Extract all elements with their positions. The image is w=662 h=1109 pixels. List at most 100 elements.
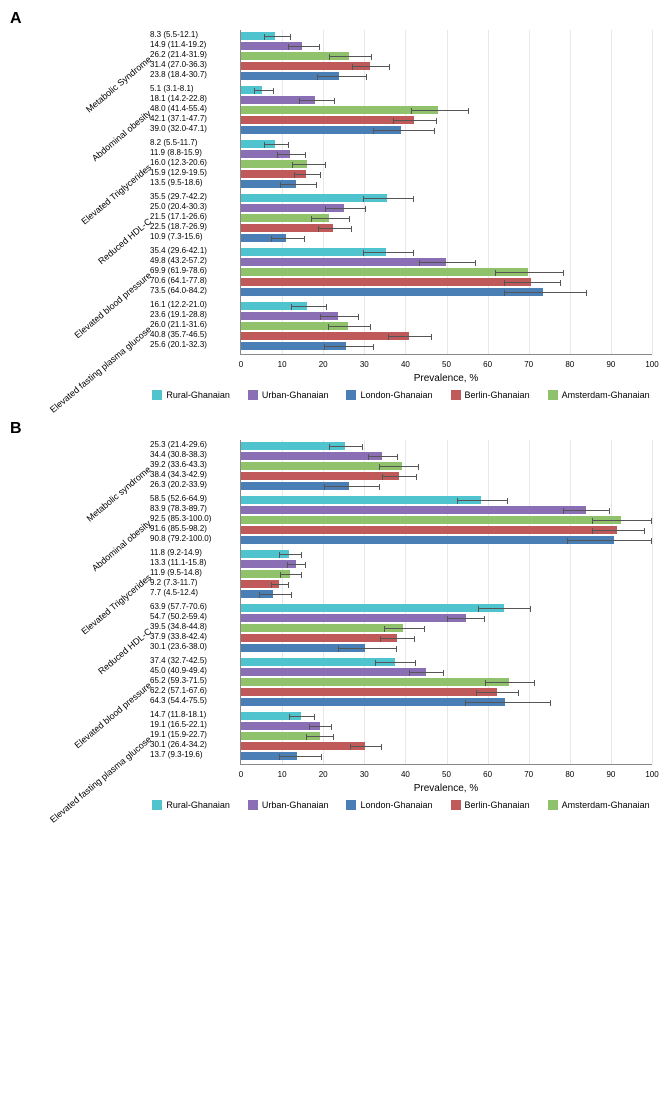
error-bar <box>419 262 477 263</box>
legend-item: Berlin-Ghanaian <box>451 390 530 400</box>
legend-item: Rural-Ghanaian <box>152 800 230 810</box>
category-label: Metabolic Syndrome <box>84 54 153 114</box>
data-text: 73.5 (64.0-84.2) <box>150 287 240 297</box>
error-bar <box>311 218 350 219</box>
data-text: 10.9 (7.3-15.6) <box>150 233 240 243</box>
error-bar <box>324 346 374 347</box>
category-label: Reduced HDL-C <box>96 626 153 676</box>
x-tick: 40 <box>401 360 410 369</box>
legend-text: Urban-Ghanaian <box>262 800 329 810</box>
bar <box>241 688 497 696</box>
data-text: 25.6 (20.1-32.3) <box>150 341 240 351</box>
x-tick: 90 <box>606 770 615 779</box>
bar <box>241 536 614 544</box>
error-bar <box>259 594 291 595</box>
category-label: Reduced HDL-C <box>96 216 153 266</box>
bar <box>241 116 414 124</box>
x-tick: 90 <box>606 360 615 369</box>
bar <box>241 278 531 286</box>
error-bar <box>411 110 469 111</box>
legend-swatch <box>248 390 258 400</box>
error-bar <box>271 238 305 239</box>
panel-A: AMetabolic SyndromeAbdominal obesityElev… <box>10 10 652 400</box>
error-bar <box>363 252 414 253</box>
x-tick: 10 <box>278 360 287 369</box>
category-label: Elevated Triglycerides <box>79 572 153 636</box>
bar <box>241 332 409 340</box>
x-tick: 0 <box>239 770 243 779</box>
x-tick: 0 <box>239 360 243 369</box>
error-bar <box>318 228 352 229</box>
category-label: Elevated fasting plasma glucose <box>48 734 153 825</box>
legend-item: Amsterdam-Ghanaian <box>548 390 650 400</box>
chart-plot: 0102030405060708090100 <box>240 30 652 355</box>
x-tick: 80 <box>565 360 574 369</box>
bar <box>241 624 403 632</box>
x-tick: 30 <box>360 360 369 369</box>
legend-item: Berlin-Ghanaian <box>451 800 530 810</box>
error-bar <box>382 476 417 477</box>
bar <box>241 742 365 750</box>
legend: Rural-GhanaianUrban-GhanaianLondon-Ghana… <box>150 390 652 400</box>
bar <box>241 462 402 470</box>
legend-swatch <box>152 800 162 810</box>
error-bar <box>264 144 289 145</box>
legend-text: London-Ghanaian <box>360 800 432 810</box>
error-bar <box>447 618 485 619</box>
x-tick: 100 <box>645 360 658 369</box>
legend-swatch <box>451 390 461 400</box>
error-bar <box>495 272 564 273</box>
legend-swatch <box>451 800 461 810</box>
bar <box>241 678 509 686</box>
panel-label: B <box>10 420 652 438</box>
category-label: Abdominal obesity <box>90 108 153 163</box>
error-bar <box>504 282 560 283</box>
error-bar <box>478 608 531 609</box>
error-bar <box>504 292 587 293</box>
error-bar <box>592 520 652 521</box>
legend-swatch <box>548 800 558 810</box>
error-bar <box>476 692 519 693</box>
data-text: 7.7 (4.5-12.4) <box>150 589 240 599</box>
x-tick: 70 <box>524 360 533 369</box>
bar <box>241 288 543 296</box>
error-bar <box>393 120 437 121</box>
legend-item: London-Ghanaian <box>346 390 432 400</box>
error-bar <box>329 56 372 57</box>
error-bar <box>563 510 610 511</box>
data-text: 26.3 (20.2-33.9) <box>150 481 240 491</box>
legend-swatch <box>248 800 258 810</box>
data-text: 64.3 (54.4-75.5) <box>150 697 240 707</box>
error-bar <box>328 326 371 327</box>
x-tick: 30 <box>360 770 369 779</box>
legend-swatch <box>346 390 356 400</box>
bar <box>241 268 528 276</box>
category-label: Abdominal obesity <box>90 518 153 573</box>
error-bar <box>363 198 414 199</box>
error-bar <box>329 446 363 447</box>
error-bar <box>592 530 644 531</box>
error-bar <box>264 36 291 37</box>
error-bar <box>375 662 415 663</box>
error-bar <box>320 316 360 317</box>
error-bar <box>309 726 332 727</box>
legend-swatch <box>346 800 356 810</box>
legend-item: London-Ghanaian <box>346 800 432 810</box>
x-axis-title: Prevalence, % <box>240 373 652 384</box>
error-bar <box>338 648 397 649</box>
panel-B: B Metabolic syndromeAbdominal obesityElev… <box>10 420 652 810</box>
error-bar <box>325 208 366 209</box>
error-bar <box>384 628 425 629</box>
data-text: 23.8 (18.4-30.7) <box>150 71 240 81</box>
bar <box>241 506 586 514</box>
x-tick: 60 <box>483 770 492 779</box>
error-bar <box>324 486 380 487</box>
bar <box>241 516 621 524</box>
bar <box>241 668 426 676</box>
data-text: 13.5 (9.5-18.6) <box>150 179 240 189</box>
error-bar <box>280 184 317 185</box>
x-tick: 50 <box>442 770 451 779</box>
category-label: Metabolic syndrome <box>85 464 153 523</box>
x-tick: 70 <box>524 770 533 779</box>
x-tick: 100 <box>645 770 658 779</box>
